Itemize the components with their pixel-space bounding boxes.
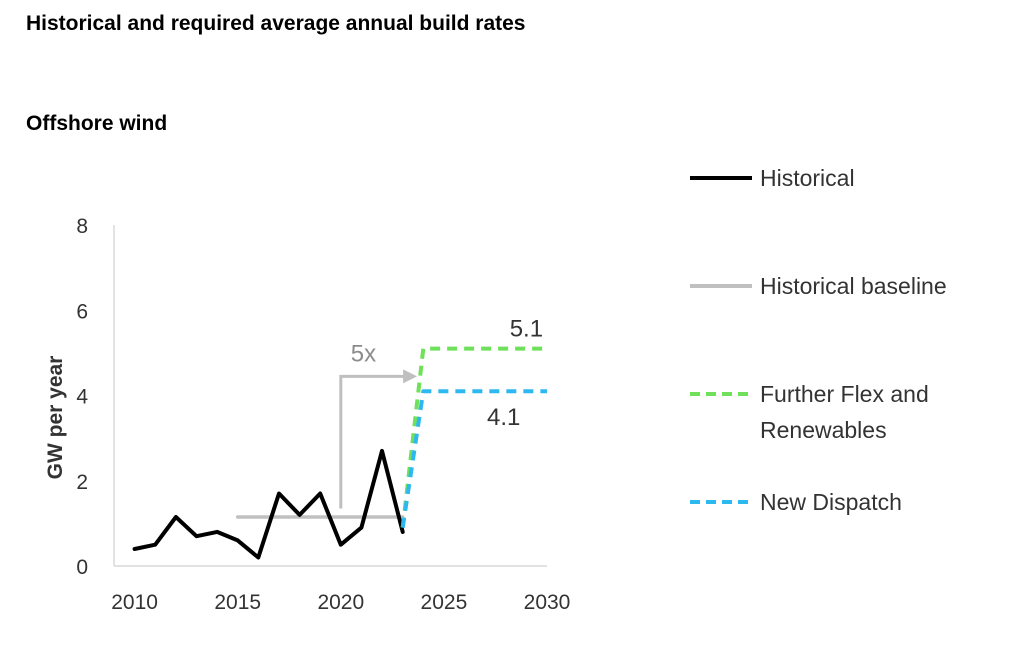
multiplier-label: 5x bbox=[351, 340, 376, 367]
series-new-dispatch bbox=[400, 389, 547, 528]
chart-title: Historical and required average annual b… bbox=[26, 12, 526, 35]
chart-subtitle: Offshore wind bbox=[26, 112, 168, 135]
legend-swatch-historical bbox=[690, 176, 752, 180]
legend-swatch-new-dispatch bbox=[690, 500, 752, 504]
legend-item-new-dispatch: New Dispatch bbox=[690, 484, 1000, 520]
x-tick-label: 2030 bbox=[524, 591, 571, 614]
nd-value-label: 4.1 bbox=[487, 404, 520, 431]
ffr-value-label: 5.1 bbox=[510, 316, 543, 343]
legend-label-historical-baseline: Historical baseline bbox=[760, 273, 947, 299]
series-historical bbox=[132, 448, 405, 560]
series-further-flex bbox=[400, 346, 547, 528]
legend-label-further-flex: Further Flex and Renewables bbox=[760, 381, 929, 443]
y-tick-label: 2 bbox=[76, 471, 88, 494]
multiplier-arrow bbox=[339, 374, 406, 509]
y-tick-label: 6 bbox=[76, 300, 88, 323]
legend-swatch-historical-baseline bbox=[690, 284, 752, 288]
y-axis-label: GW per year bbox=[44, 356, 67, 480]
legend-label-new-dispatch: New Dispatch bbox=[760, 489, 902, 515]
legend-item-further-flex: Further Flex and Renewables bbox=[690, 376, 1000, 448]
legend-item-historical: Historical bbox=[690, 160, 1000, 196]
x-tick-label: 2020 bbox=[317, 591, 364, 614]
y-tick-label: 4 bbox=[76, 386, 88, 409]
legend-label-historical: Historical bbox=[760, 165, 855, 191]
line-chart: 0 2 4 6 8 2010 2015 2020 2025 2030 GW per year 5x 5.… bbox=[44, 215, 571, 614]
x-tick-label: 2015 bbox=[214, 591, 261, 614]
legend-swatch-further-flex bbox=[690, 392, 752, 396]
multiplier-arrowhead bbox=[403, 369, 418, 384]
y-tick-label: 8 bbox=[76, 215, 88, 238]
legend-item-historical-baseline: Historical baseline bbox=[690, 268, 1000, 304]
y-tick-label: 0 bbox=[76, 556, 88, 579]
x-tick-label: 2025 bbox=[421, 591, 468, 614]
x-tick-label: 2010 bbox=[111, 591, 158, 614]
